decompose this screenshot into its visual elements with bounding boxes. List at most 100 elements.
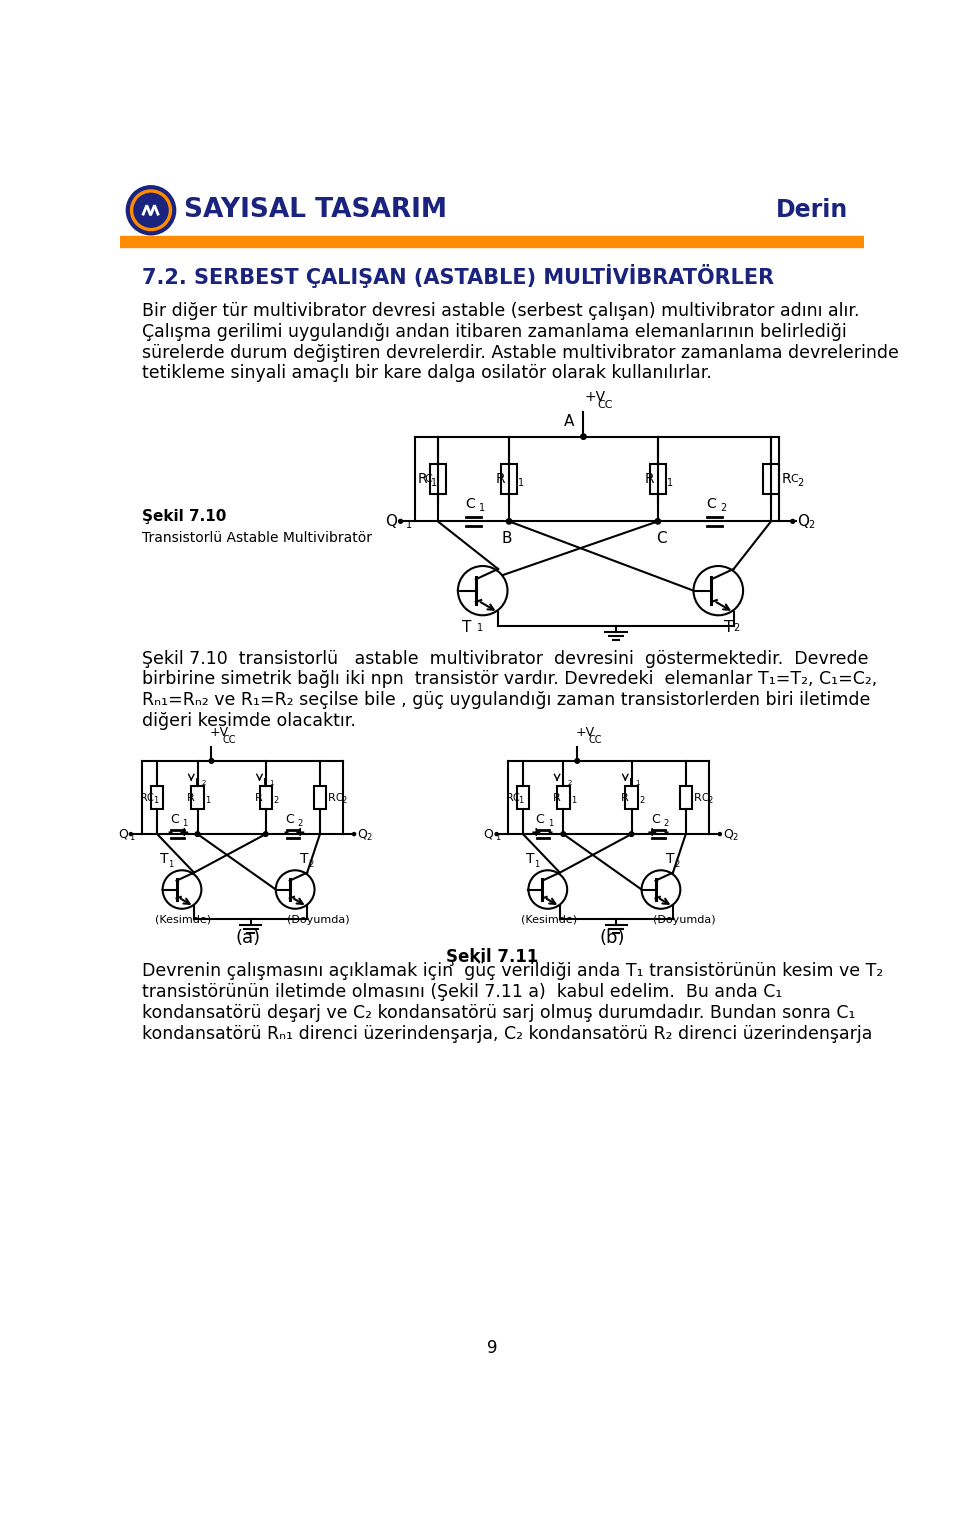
Text: -: - — [547, 825, 553, 839]
Circle shape — [575, 759, 580, 764]
Text: R: R — [327, 793, 335, 802]
Text: 7.2. SERBEST ÇALIŞAN (ASTABLE) MULTİVİBRATÖRLER: 7.2. SERBEST ÇALIŞAN (ASTABLE) MULTİVİBR… — [142, 264, 774, 288]
Text: Q: Q — [484, 827, 493, 841]
Text: 2: 2 — [674, 859, 680, 868]
Text: 1: 1 — [168, 859, 174, 868]
Text: T: T — [725, 620, 733, 635]
Text: A: A — [564, 414, 575, 430]
Circle shape — [641, 870, 681, 908]
Text: 1: 1 — [153, 796, 158, 805]
Text: C: C — [335, 793, 342, 802]
Text: SAYISAL TASARIM: SAYISAL TASARIM — [183, 198, 446, 224]
Circle shape — [506, 518, 512, 525]
Text: -: - — [168, 825, 173, 839]
Text: Devrenin çalışmasını açıklamak için  güç verildiği anda T₁ transistörünün kesim : Devrenin çalışmasını açıklamak için güç … — [142, 962, 883, 980]
Text: Derin: Derin — [777, 198, 849, 222]
Text: 1: 1 — [548, 819, 553, 828]
Text: C: C — [285, 813, 294, 825]
Text: kondansatörü deşarj ve C₂ kondansatörü sarj olmuş durumdadır. Bundan sonra C₁: kondansatörü deşarj ve C₂ kondansatörü s… — [142, 1003, 855, 1022]
Text: C: C — [707, 497, 716, 511]
Text: C: C — [790, 474, 798, 485]
Circle shape — [209, 759, 214, 764]
Circle shape — [263, 831, 268, 836]
Circle shape — [162, 870, 202, 908]
Text: +V: +V — [576, 727, 595, 739]
Text: 2: 2 — [202, 781, 205, 787]
Circle shape — [195, 831, 200, 836]
Text: 2: 2 — [298, 819, 302, 828]
Text: 1: 1 — [518, 477, 524, 488]
Bar — [191, 785, 204, 808]
Bar — [680, 785, 692, 808]
Text: R: R — [254, 793, 263, 802]
Text: 1: 1 — [534, 859, 540, 868]
Text: R: R — [506, 793, 514, 802]
Circle shape — [655, 518, 660, 525]
Text: 2: 2 — [720, 503, 726, 514]
Circle shape — [528, 870, 567, 908]
Text: Q: Q — [386, 514, 397, 529]
Bar — [516, 785, 529, 808]
Text: C: C — [513, 793, 519, 802]
Text: T: T — [665, 851, 674, 865]
Text: I: I — [263, 778, 266, 788]
Circle shape — [561, 831, 565, 836]
Circle shape — [458, 566, 508, 615]
Bar — [650, 465, 665, 494]
Text: R: R — [140, 793, 148, 802]
Circle shape — [128, 187, 175, 233]
Text: T: T — [462, 620, 471, 635]
Text: R: R — [693, 793, 701, 802]
Text: 2: 2 — [808, 520, 814, 531]
Text: I: I — [629, 778, 632, 788]
Text: (a): (a) — [235, 928, 260, 946]
Text: (b): (b) — [599, 928, 625, 946]
Text: 2: 2 — [567, 781, 571, 787]
Text: 2: 2 — [663, 819, 668, 828]
Text: 1: 1 — [270, 781, 274, 787]
Text: 1: 1 — [571, 796, 576, 805]
Text: +: + — [531, 825, 541, 839]
Text: kondansatörü Rₙ₁ direnci üzerindenşarja, C₂ kondansatörü R₂ direnci üzerindenşar: kondansatörü Rₙ₁ direnci üzerindenşarja,… — [142, 1025, 872, 1043]
Text: -: - — [663, 825, 668, 839]
Text: 2: 2 — [274, 796, 278, 805]
Text: Şekil 7.11: Şekil 7.11 — [445, 948, 539, 966]
Text: R: R — [781, 472, 791, 486]
Circle shape — [398, 520, 402, 523]
Text: 2: 2 — [308, 859, 314, 868]
Text: sürelerde durum değiştiren devrelerdir. Astable multivibrator zamanlama devreler: sürelerde durum değiştiren devrelerdir. … — [142, 344, 899, 362]
Text: C: C — [651, 813, 660, 825]
Circle shape — [352, 833, 355, 836]
Text: 1: 1 — [205, 796, 210, 805]
Text: 2: 2 — [639, 796, 644, 805]
Text: 1: 1 — [406, 520, 412, 531]
Text: C: C — [147, 793, 154, 802]
Text: (Doyumda): (Doyumda) — [653, 914, 716, 925]
Circle shape — [130, 833, 132, 836]
Text: C: C — [424, 474, 432, 485]
Text: 1: 1 — [636, 781, 640, 787]
Text: R: R — [418, 472, 427, 486]
Text: 2: 2 — [367, 833, 372, 842]
Text: diğeri kesimde olacaktır.: diğeri kesimde olacaktır. — [142, 712, 355, 730]
Text: C: C — [656, 531, 666, 546]
Text: Q: Q — [357, 827, 367, 841]
Text: Bir diğer tür multivibrator devresi astable (serbest çalışan) multivibrator adın: Bir diğer tür multivibrator devresi asta… — [142, 302, 859, 321]
Text: R: R — [621, 793, 629, 802]
Text: (Kesimde): (Kesimde) — [520, 914, 577, 925]
Text: 2: 2 — [342, 796, 347, 805]
Text: C: C — [466, 497, 475, 511]
Text: 1: 1 — [479, 503, 485, 514]
Bar — [259, 785, 272, 808]
Text: T: T — [160, 851, 169, 865]
Circle shape — [791, 520, 795, 523]
Text: 1: 1 — [495, 833, 500, 842]
Bar — [430, 465, 445, 494]
Text: +V: +V — [210, 727, 229, 739]
Text: 2: 2 — [798, 477, 804, 488]
Text: 1: 1 — [477, 623, 484, 634]
Text: 1: 1 — [431, 477, 437, 488]
Text: (Doyumda): (Doyumda) — [287, 914, 350, 925]
Text: +: + — [179, 825, 190, 839]
Text: B: B — [501, 531, 512, 546]
